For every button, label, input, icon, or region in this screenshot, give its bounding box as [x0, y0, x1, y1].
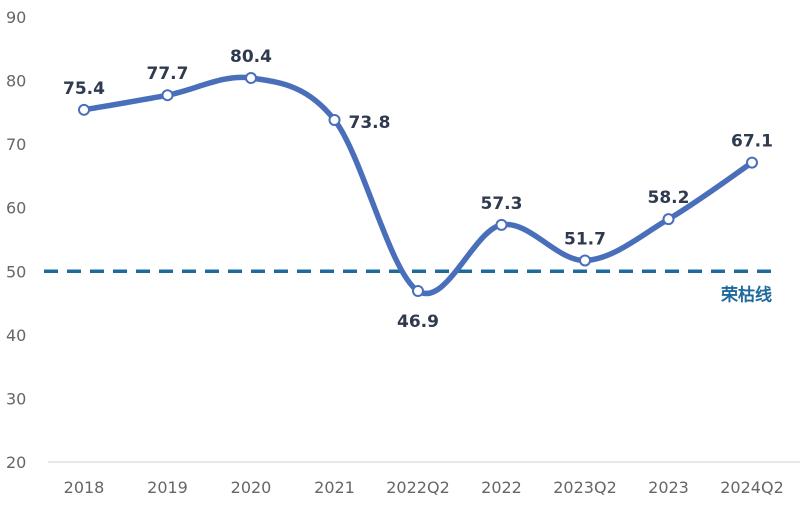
data-labels: 75.4 77.7 80.4 73.8 46.9 57.3 51.7 58.2 67.1 — [63, 47, 773, 332]
data-point — [161, 89, 174, 102]
y-tick-label: 20 — [6, 453, 26, 472]
data-label: 67.1 — [731, 132, 773, 152]
data-label: 57.3 — [481, 194, 523, 214]
data-point — [412, 284, 424, 297]
reference-line-group: 荣枯线 — [44, 269, 780, 305]
x-tick-label: 2023Q2 — [553, 478, 617, 497]
data-label: 51.7 — [564, 229, 606, 249]
y-tick-label: 90 — [6, 8, 26, 27]
y-tick-label: 60 — [6, 199, 26, 218]
data-point — [662, 213, 675, 226]
y-tick-label: 30 — [6, 389, 26, 408]
data-label: 80.4 — [230, 47, 272, 67]
x-tick-label: 2018 — [64, 478, 105, 497]
series-line — [81, 74, 755, 297]
x-tick-label: 2022Q2 — [386, 478, 450, 497]
y-axis-ticks: 20 30 40 50 60 70 80 90 — [6, 8, 26, 472]
data-points — [78, 72, 758, 297]
y-tick-label: 80 — [6, 72, 26, 91]
x-axis-ticks: 2018 2019 2020 2021 2022Q2 2022 2023Q2 2023 2024… — [64, 478, 784, 497]
y-tick-label: 70 — [6, 135, 26, 154]
x-tick-label: 2019 — [147, 478, 188, 497]
x-tick-label: 2024Q2 — [720, 478, 784, 497]
reference-line-label: 荣枯线 — [720, 284, 772, 305]
y-tick-label: 50 — [6, 262, 26, 281]
x-tick-label: 2023 — [648, 478, 689, 497]
data-point — [579, 254, 591, 267]
x-tick-label: 2021 — [314, 478, 355, 497]
data-label: 75.4 — [63, 79, 105, 99]
x-tick-label: 2022 — [481, 478, 522, 497]
data-label: 58.2 — [648, 188, 690, 208]
data-label: 77.7 — [147, 64, 189, 84]
data-point — [245, 72, 257, 85]
data-label: 73.8 — [349, 113, 391, 133]
data-point — [495, 218, 508, 231]
data-label: 46.9 — [397, 312, 439, 332]
x-tick-label: 2020 — [231, 478, 272, 497]
data-point — [746, 156, 758, 169]
y-tick-label: 40 — [6, 326, 26, 345]
data-point — [328, 113, 341, 126]
data-point — [78, 103, 90, 116]
